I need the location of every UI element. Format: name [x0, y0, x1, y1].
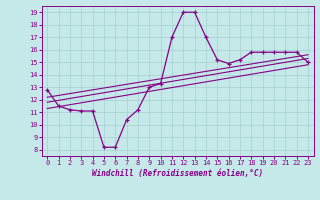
X-axis label: Windchill (Refroidissement éolien,°C): Windchill (Refroidissement éolien,°C): [92, 169, 263, 178]
